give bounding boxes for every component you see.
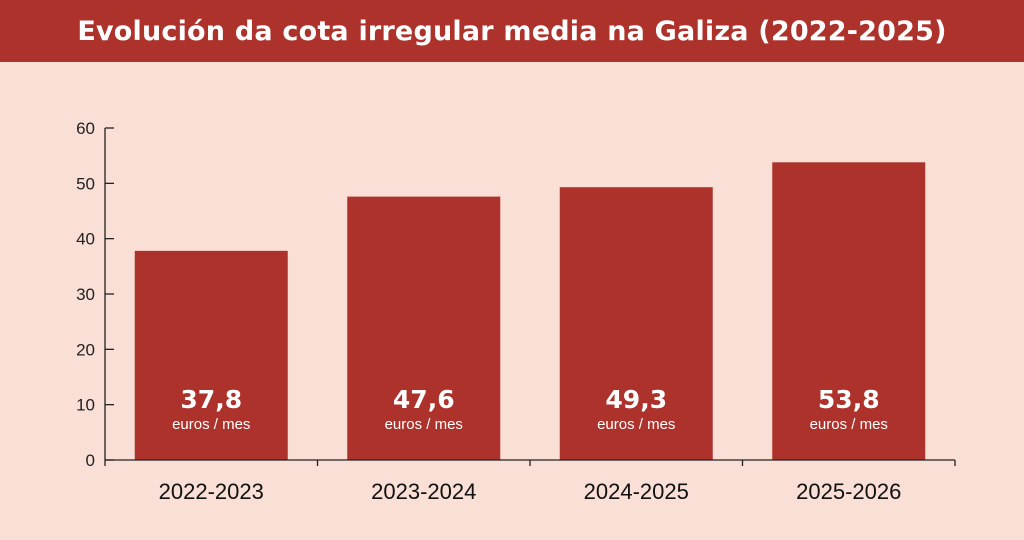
bar-value-label: 37,8 <box>180 385 242 414</box>
bar-value-label: 49,3 <box>605 385 667 414</box>
bar-value-label: 47,6 <box>393 385 455 414</box>
bar-unit-label: euros / mes <box>172 416 250 433</box>
y-tick-label: 0 <box>86 451 95 470</box>
y-tick-label: 50 <box>76 174 95 193</box>
bar-unit-label: euros / mes <box>385 416 463 433</box>
y-tick-label: 40 <box>76 230 95 249</box>
bar-2023-2024 <box>347 196 501 460</box>
y-tick-label: 20 <box>76 340 95 359</box>
y-tick-label: 60 <box>76 119 95 138</box>
y-tick-label: 30 <box>76 285 95 304</box>
bar-2025-2026 <box>772 162 926 460</box>
bar-unit-label: euros / mes <box>810 416 888 433</box>
bar-2024-2025 <box>559 187 713 460</box>
x-tick-label: 2022-2023 <box>159 479 264 504</box>
x-tick-label: 2025-2026 <box>796 479 901 504</box>
bar-2022-2023 <box>134 250 288 460</box>
x-tick-label: 2024-2025 <box>584 479 689 504</box>
title-bar: Evolución da cota irregular media na Gal… <box>0 0 1024 62</box>
x-tick-label: 2023-2024 <box>371 479 476 504</box>
bar-value-label: 53,8 <box>818 385 880 414</box>
bar-unit-label: euros / mes <box>597 416 675 433</box>
y-tick-label: 10 <box>76 396 95 415</box>
chart-title: Evolución da cota irregular media na Gal… <box>77 15 947 47</box>
bar-chart: 37,8 euros / mes 2022-2023 47,6 euros / mes 2… <box>76 119 956 504</box>
